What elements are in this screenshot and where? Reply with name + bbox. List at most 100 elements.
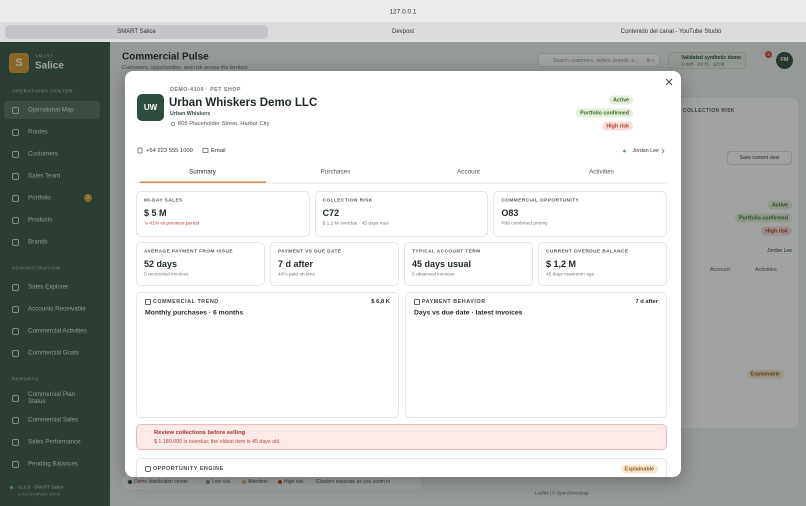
panel-tag: Explainable <box>746 369 784 379</box>
nav-icon <box>12 239 19 246</box>
seller-dot <box>623 149 626 153</box>
alert-message: $ 1.180.000 is overdue; the oldest item … <box>154 439 281 445</box>
section-title: REPORTS <box>12 377 39 383</box>
avatar[interactable]: FM <box>776 52 793 69</box>
kpi-card: COMMERCIAL OPPORTUNITY O83 P99 combined pr… <box>493 191 667 237</box>
tab[interactable]: Account <box>457 168 480 176</box>
page-title: Commercial Pulse <box>122 51 209 63</box>
initials: UW <box>137 94 164 121</box>
close-button <box>665 78 673 86</box>
nav-item[interactable]: Accounts Receivable <box>28 305 86 313</box>
tab-title: Contenido del canal - YouTube Studio <box>620 29 722 35</box>
nav-item[interactable]: Commercial Plan Status <box>28 391 76 405</box>
seller-chevron <box>661 148 665 154</box>
engine-tag: Explainable <box>620 464 658 474</box>
nav-item[interactable]: Routes <box>28 128 48 136</box>
kpi-note: ↘ 41% vs previous period <box>144 221 200 227</box>
nav-icon <box>12 439 19 446</box>
search-placeholder: Search customers, sellers, brands, o... <box>553 57 639 64</box>
panel-tab[interactable]: Account <box>710 267 730 273</box>
chart-subtitle: Monthly purchases · 6 months <box>145 309 244 317</box>
nav-item[interactable]: Commercial Goals <box>28 349 79 357</box>
kpi-card: AVERAGE PAYMENT FROM ISSUE 52 days 5 recon… <box>136 242 265 286</box>
kpi-note: 5 reconciled invoices <box>144 272 189 278</box>
kpi-label: PAYMENT VS DUE DATE <box>278 249 342 255</box>
nav-item[interactable]: Sales Explorer <box>28 283 69 291</box>
tab-underline <box>140 181 266 183</box>
cutoff: Cutoff · Jul 15 · 12:00 <box>681 61 725 67</box>
kpi-label: COLLECTION RISK <box>322 198 373 204</box>
nav-icon <box>12 350 19 357</box>
nav-item[interactable]: Customers <box>28 150 58 158</box>
alert-title: Review collections before selling <box>154 430 246 436</box>
kpi-value: 7 d after <box>278 259 314 269</box>
nav-icon <box>12 417 19 424</box>
map-legend: Demo distribution center Low risk Attentio… <box>122 475 422 489</box>
nav-item[interactable]: Brands <box>28 238 48 246</box>
demo-badge: Validated synthetic demo Cutoff · Jul 15 … <box>668 52 746 69</box>
panel-badge: High risk <box>761 226 792 236</box>
page-subtitle: Customers, opportunities, and risk acros… <box>122 65 248 71</box>
url[interactable]: 127.0.0.1 <box>389 8 417 16</box>
phone-icon <box>137 147 143 154</box>
engine-title: OPPORTUNITY ENGINE <box>153 466 224 472</box>
kpi-card: 90-DAY SALES $ 5 M ↘ 41% vs previous perio… <box>136 191 310 237</box>
kpi-label: 90-DAY SALES <box>144 198 183 204</box>
status-badge: Active <box>609 95 633 105</box>
kpi-note: 45 days maximum age <box>546 272 595 278</box>
search[interactable]: Search customers, sellers, brands, o... ⌘… <box>538 53 660 67</box>
nav-icon <box>12 195 19 202</box>
nav-item[interactable]: Portfolio <box>28 194 51 202</box>
brand-small: SMART <box>35 53 54 59</box>
nav-item[interactable]: Products <box>28 216 53 224</box>
legend-label: Attention <box>248 479 268 485</box>
legend-label: Low risk <box>212 479 231 485</box>
legend-label: Demo distribution center <box>134 479 189 485</box>
seller[interactable]: Jordan Lee <box>632 148 659 154</box>
kpi-label: CURRENT OVERDUE BALANCE <box>546 249 629 255</box>
legend-dot <box>242 480 246 484</box>
browser-tab[interactable]: SMART Salice <box>5 25 268 39</box>
nav-item[interactable]: Operational Map <box>28 106 74 114</box>
logo: S <box>9 53 29 73</box>
email[interactable]: Email <box>211 148 226 154</box>
chart-title: COMMERCIAL TREND <box>153 299 219 305</box>
panel-badge: Active <box>768 200 792 210</box>
footer: Local synthetic demo <box>18 491 61 497</box>
nav-icon <box>12 151 19 158</box>
panel-tab[interactable]: Activities <box>755 267 777 273</box>
phone[interactable]: +54 223 555 1009 <box>146 148 193 154</box>
kpi-value: 45 days usual <box>412 259 472 269</box>
nav-icon <box>12 461 19 468</box>
panel-badge: Portfolio confirmed <box>735 213 792 223</box>
nav-item[interactable]: Pending Balances <box>28 460 78 468</box>
nav-icon <box>12 395 19 402</box>
kpi-card: COLLECTION RISK C72 $ 1,2 M overdue · 45 d… <box>314 191 489 237</box>
save-view[interactable]: Save current view <box>727 151 792 165</box>
legend-dot <box>128 480 132 484</box>
notification-badge[interactable]: 3 <box>765 51 772 58</box>
customer-modal: Feb$ 1,4 KMar$ 1,5 KApr$ 1,5 KMay$ 1,7 K… <box>125 71 681 477</box>
browser-toolbar: 127.0.0.1 <box>0 0 806 22</box>
nav-item[interactable]: Commercial Activities <box>28 327 87 335</box>
tab[interactable]: Summary <box>189 168 216 176</box>
nav-item[interactable]: Sales Team <box>28 172 61 180</box>
address: 805 Placeholder Street, Harbor City <box>178 121 270 127</box>
tab[interactable]: Activities <box>589 168 614 176</box>
pin-icon <box>170 121 176 127</box>
nav-item[interactable]: Commercial Sales <box>28 416 79 424</box>
nav-item[interactable]: Sales Performance <box>28 438 81 446</box>
chart-icon <box>414 299 420 305</box>
chart-card: COMMERCIAL TREND $ 6,8 K Monthly purchases… <box>136 292 399 418</box>
status-badge: Portfolio confirmed <box>576 108 633 118</box>
kpi-note: $ 1,2 M overdue · 45 days max <box>322 221 389 227</box>
kpi-card: PAYMENT VS DUE DATE 7 d after 40% paid on … <box>270 242 399 286</box>
browser-tab[interactable]: Devpost <box>270 25 536 39</box>
kpi-value: O83 <box>501 208 519 218</box>
browser-tab[interactable]: Contenido del canal - YouTube Studio <box>540 25 802 39</box>
brand: Salice <box>35 60 64 72</box>
nav-icon <box>12 284 19 291</box>
engine-icon <box>145 466 151 472</box>
active-highlight <box>4 101 100 119</box>
tab[interactable]: Purchases <box>320 168 351 176</box>
